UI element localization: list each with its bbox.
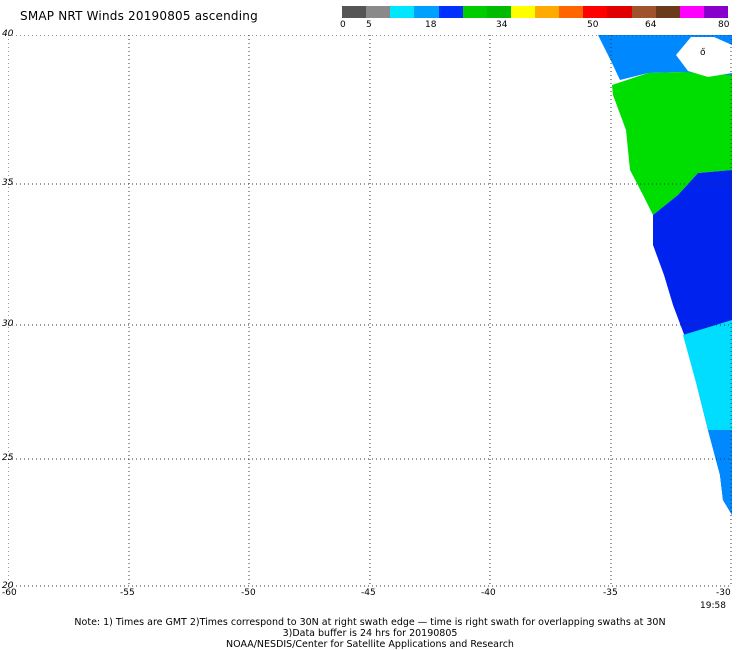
colorbar-segment — [655, 6, 680, 18]
colorbar-segment — [559, 6, 584, 18]
lon-label-35: -35 — [603, 588, 618, 598]
lon-label-40: -40 — [481, 588, 496, 598]
wind-swath: ő — [598, 35, 732, 515]
colorbar-segment — [510, 6, 535, 18]
colorbar-segment — [342, 6, 367, 18]
lon-label-45: -45 — [361, 588, 376, 598]
lon-label-30: -30 — [716, 588, 731, 598]
colorbar-segment — [535, 6, 560, 18]
colorbar-segment — [462, 6, 487, 18]
colorbar-label-64: 64 — [645, 20, 657, 30]
note-line-3: NOAA/NESDIS/Center for Satellite Applica… — [226, 639, 514, 650]
lat-label-20: 20 — [2, 581, 14, 591]
colorbar-segment — [679, 6, 704, 18]
lon-label-50: -50 — [241, 588, 256, 598]
lon-label-60: -60 — [2, 588, 17, 598]
note-line-2: 3)Data buffer is 24 hrs for 20190805 — [282, 628, 458, 639]
wind-map-plot: ő — [8, 35, 732, 587]
lat-label-35: 35 — [2, 178, 14, 188]
colorbar-label-80: 80 — [718, 20, 730, 30]
colorbar-segment — [366, 6, 391, 18]
wind-speed-colorbar — [342, 6, 728, 18]
lat-label-25: 25 — [2, 453, 14, 463]
colorbar-segment — [703, 6, 728, 18]
colorbar-segment — [438, 6, 463, 18]
colorbar-segment — [607, 6, 632, 18]
swath-green — [612, 72, 732, 215]
colorbar-label-50: 50 — [587, 20, 599, 30]
colorbar-segment — [583, 6, 608, 18]
colorbar-label-34: 34 — [496, 20, 508, 30]
colorbar-label-5: 5 — [366, 20, 372, 30]
map-title: SMAP NRT Winds 20190805 ascending — [20, 9, 258, 23]
swath-time: 19:58 — [700, 601, 726, 611]
colorbar-segment — [631, 6, 656, 18]
lat-label-40: 40 — [2, 29, 14, 39]
colorbar-label-18: 18 — [425, 20, 437, 30]
swath-blue-bottom — [708, 430, 732, 515]
lat-label-30: 30 — [2, 319, 14, 329]
colorbar-label-0: 0 — [340, 20, 346, 30]
graticule — [8, 35, 732, 587]
lon-label-55: -55 — [120, 588, 135, 598]
isle-marker: ő — [700, 48, 706, 58]
swath-gap — [676, 37, 732, 77]
colorbar-segment — [390, 6, 415, 18]
colorbar-segment — [414, 6, 439, 18]
note-line-1: Note: 1) Times are GMT 2)Times correspon… — [74, 617, 666, 628]
colorbar-segment — [486, 6, 511, 18]
